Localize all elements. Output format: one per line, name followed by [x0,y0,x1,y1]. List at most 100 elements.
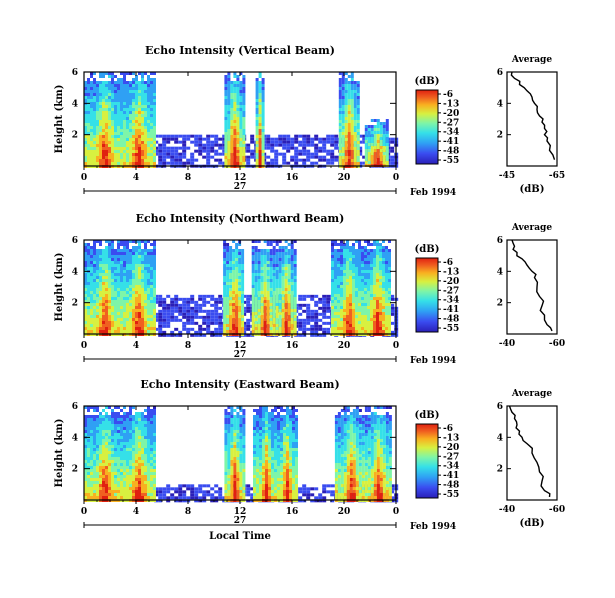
echo-cell [178,140,183,144]
echo-cell [141,261,144,264]
colorbar [415,257,439,333]
echo-cell [153,114,156,117]
echo-cell [138,120,141,123]
echo-cell [346,261,349,264]
echo-cell [84,123,87,126]
echo-cell [138,264,141,267]
echo-cell [153,102,156,105]
echo-cell [340,249,343,252]
echo-cell [144,309,147,312]
echo-cell [263,300,267,303]
echo-cell [318,297,323,301]
echo-cell [229,324,233,327]
avg-x-axis-label: (dB) [520,184,545,195]
echo-cell [341,102,345,105]
echo-cell [114,297,117,300]
echo-cell [340,309,343,312]
echo-cell [147,159,150,162]
panel-3: Echo Intensity (Eastward Beam)642Height … [54,378,565,542]
echo-cell [353,144,357,147]
echo-cell [132,297,135,300]
echo-cell [218,496,223,500]
echo-cell [138,258,141,261]
echo-cell [379,140,383,143]
echo-cell [102,81,105,84]
echo-cell [330,484,335,488]
echo-cell [266,134,271,138]
echo-cell [120,273,123,276]
echo-cell [147,267,150,270]
echo-cell [270,161,275,165]
echo-cell [349,246,352,249]
echo-cell [373,125,377,128]
echo-cell [238,264,242,267]
echo-cell [349,300,352,303]
echo-cell [222,496,227,500]
echo-cell [117,141,120,144]
echo-cell [150,72,153,75]
echo-cell [349,321,352,324]
echo-cell [388,264,391,267]
echo-cell [382,291,385,294]
echo-cell [150,255,153,258]
echo-cell [361,276,364,279]
echo-cell [266,288,270,291]
echo-cell [129,330,132,333]
echo-cell [306,303,311,307]
echo-cell [286,140,291,144]
echo-cell [310,315,315,319]
y-tick-label: 6 [72,68,78,78]
echo-cell [258,105,262,108]
echo-cell [261,90,265,93]
echo-cell [385,303,388,306]
echo-cell [364,312,367,315]
echo-cell [242,78,246,81]
echo-cell [129,285,132,288]
echo-cell [138,255,141,258]
echo-cell [105,294,108,297]
echo-cell [99,309,102,312]
echo-cell [370,276,373,279]
echo-cell [96,309,99,312]
echo-cell [90,81,93,84]
echo-cell [135,270,138,273]
echo-cell [93,99,96,102]
echo-cell [261,135,265,138]
echo-cell [349,324,352,327]
echo-cell [166,140,171,144]
echo-cell [111,78,114,81]
echo-cell [218,297,223,301]
echo-cell [382,273,385,276]
echo-cell [255,129,259,132]
echo-cell [218,306,223,310]
echo-cell [93,159,96,162]
echo-cell [117,261,120,264]
echo-cell [150,306,153,309]
echo-cell [261,123,265,126]
echo-cell [286,143,291,147]
echo-cell [379,243,382,246]
echo-cell [340,297,343,300]
echo-cell [314,137,319,141]
echo-cell [343,324,346,327]
echo-cell [361,249,364,252]
echo-cell [87,318,90,321]
echo-cell [102,159,105,162]
echo-cell [302,333,307,337]
echo-cell [278,140,283,144]
echo-cell [114,315,117,318]
echo-cell [266,279,270,282]
echo-cell [186,315,191,319]
echo-cell [96,153,99,156]
echo-cell [287,312,291,315]
echo-cell [126,270,129,273]
echo-cell [87,123,90,126]
echo-cell [117,318,120,321]
echo-cell [202,484,207,488]
echo-cell [340,273,343,276]
echo-cell [298,324,303,328]
echo-cell [306,321,311,325]
echo-cell [99,150,102,153]
echo-cell [226,261,230,264]
echo-cell [390,155,395,159]
